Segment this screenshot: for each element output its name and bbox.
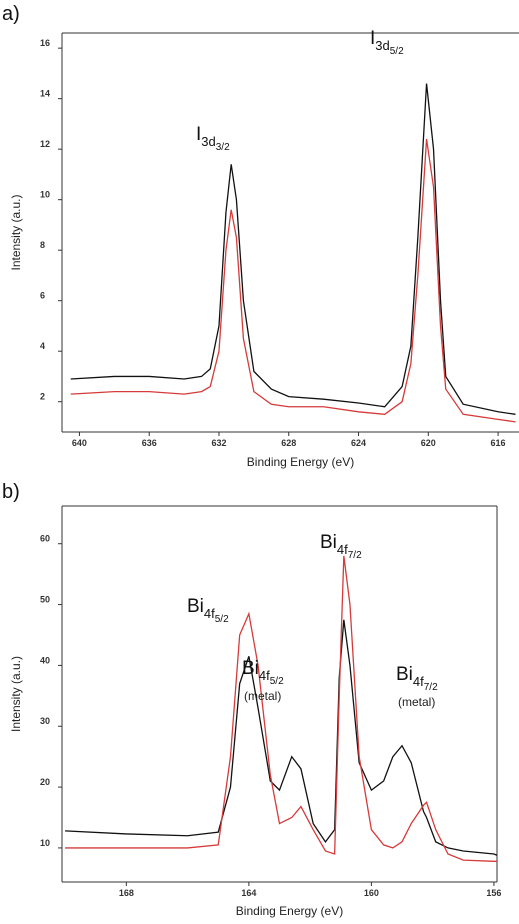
y-tick-label: 40 (40, 655, 50, 665)
x-tick-label: 164 (241, 888, 256, 898)
peak-label-main: Bi (320, 532, 337, 553)
y-tick-label: 30 (40, 716, 50, 726)
y-tick-label: 10 (40, 190, 50, 200)
spectrum-line (70, 138, 516, 423)
y-tick-label: 16 (40, 38, 50, 48)
x-tick-label: 640 (72, 438, 87, 448)
peak-label: Bi4f5/2 (187, 596, 229, 625)
y-tick-label: 12 (40, 139, 50, 149)
peak-label-subsub: 5/2 (390, 46, 404, 57)
peak-label: I3d5/2 (370, 28, 404, 57)
x-tick-label: 636 (142, 438, 157, 448)
x-axis-label: Binding Energy (eV) (236, 904, 343, 918)
peak-label-main: Bi (187, 596, 204, 617)
x-tick-label: 620 (421, 438, 436, 448)
x-tick-label: 632 (211, 438, 226, 448)
y-tick-label: 2 (40, 392, 45, 402)
peak-label: Bi4f5/2 (242, 658, 284, 687)
x-tick-label: 168 (119, 888, 134, 898)
y-tick-label: 20 (40, 777, 50, 787)
y-tick-label: 14 (40, 89, 50, 99)
y-axis-label: Intensity (a.u.) (9, 656, 23, 732)
y-tick-label: 8 (40, 240, 45, 250)
x-tick-label: 624 (351, 438, 366, 448)
y-tick-label: 60 (40, 534, 50, 544)
peak-label-subsub: 7/2 (348, 550, 362, 561)
x-tick-label: 156 (486, 888, 501, 898)
peak-label: Bi4f7/2 (320, 532, 362, 561)
spectrum-line (70, 83, 516, 415)
x-tick-label: 160 (364, 888, 379, 898)
y-tick-label: 4 (40, 341, 45, 351)
peak-label-note: (metal) (244, 689, 281, 703)
peak-label-sub: 4f (204, 606, 215, 621)
peak-label-subsub: 5/2 (270, 676, 284, 687)
peak-label-main: Bi (396, 664, 413, 685)
peak-label-main: Bi (242, 658, 259, 679)
peak-label-sub: 4f (337, 542, 348, 557)
y-tick-label: 6 (40, 291, 45, 301)
x-tick-label: 616 (491, 438, 506, 448)
peak-label-sub: 4f (413, 674, 424, 689)
peak-label-subsub: 5/2 (215, 614, 229, 625)
peak-label-note: (metal) (398, 695, 435, 709)
y-tick-label: 10 (40, 838, 50, 848)
spectrum-line (65, 555, 497, 862)
peak-label-sub: 3d (201, 134, 215, 149)
panel-label: b) (2, 481, 20, 503)
peak-label: Bi4f7/2 (396, 664, 438, 693)
peak-label-subsub: 7/2 (424, 682, 438, 693)
peak-label: I3d3/2 (196, 124, 230, 153)
peak-label-main: I (370, 28, 375, 49)
peak-label-main: I (196, 124, 201, 145)
peak-label-subsub: 3/2 (216, 142, 230, 153)
x-axis-label: Binding Energy (eV) (247, 455, 354, 469)
y-tick-label: 50 (40, 595, 50, 605)
panel-label: a) (2, 3, 20, 25)
peak-label-sub: 3d (375, 38, 389, 53)
x-tick-label: 628 (281, 438, 296, 448)
y-axis-label: Intensity (a.u.) (9, 194, 23, 270)
peak-label-sub: 4f (259, 668, 270, 683)
